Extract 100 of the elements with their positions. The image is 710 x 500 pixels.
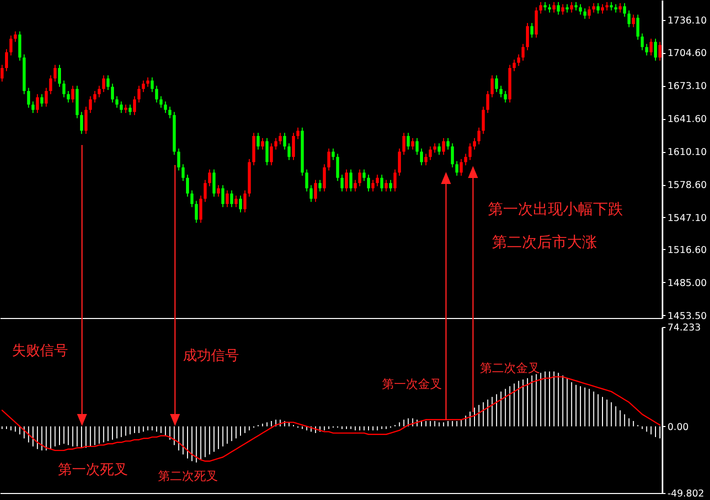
candlestick [526, 22, 529, 51]
candlestick [477, 127, 480, 145]
candlestick [499, 85, 502, 98]
candlestick [406, 132, 410, 150]
y-tick-label: -49.802 [668, 488, 704, 500]
candlestick [636, 14, 640, 40]
candlestick [265, 138, 268, 166]
candlestick [128, 104, 132, 116]
annotation: 第一次死叉 [58, 462, 128, 479]
candlestick [522, 43, 525, 62]
candlestick [556, 2, 560, 16]
candlestick [384, 179, 388, 192]
candlestick [110, 83, 114, 104]
candlestick [106, 74, 110, 90]
candlestick [270, 142, 273, 166]
candlestick [588, 6, 591, 20]
candlestick [517, 54, 520, 66]
candlestick [394, 168, 397, 192]
candlestick [314, 179, 318, 202]
y-tick-label: 1610.10 [668, 147, 707, 158]
candlestick [596, 2, 600, 14]
candlestick [296, 127, 300, 140]
candlestick [234, 195, 238, 208]
candlestick [283, 132, 286, 150]
candlestick [592, 2, 596, 14]
candlestick [216, 184, 220, 198]
y-tick-label: 0.00 [668, 422, 689, 433]
candlestick [58, 64, 61, 88]
y-tick-label: 1673.10 [668, 81, 707, 92]
candlestick [371, 179, 374, 192]
candlestick [340, 174, 344, 192]
candlestick [628, 10, 630, 28]
annotation: 第二次死叉 [158, 469, 218, 484]
candlestick [539, 2, 542, 14]
annotation: 第一次出现小幅下跌 [488, 200, 623, 218]
candlestick [464, 153, 468, 166]
candlestick [650, 38, 653, 56]
candlestick [578, 4, 582, 16]
candlestick [230, 190, 234, 208]
candlestick [9, 35, 12, 56]
candlestick [190, 190, 194, 208]
candlestick [623, 2, 626, 18]
candlestick [349, 168, 352, 192]
candlestick [433, 142, 436, 154]
candlestick [552, 2, 556, 14]
candlestick [84, 106, 88, 134]
candlestick [18, 30, 22, 62]
candlestick [288, 142, 291, 161]
y-tick-label: 74.233 [668, 322, 701, 334]
candlestick [332, 148, 335, 161]
candlestick [120, 100, 123, 114]
candlestick [495, 74, 498, 93]
candlestick [561, 4, 564, 16]
candlestick [490, 74, 494, 98]
candlestick [115, 96, 118, 108]
candlestick [155, 85, 158, 104]
candlestick [243, 190, 246, 213]
candlestick [226, 190, 229, 208]
candlestick [238, 195, 242, 213]
candlestick [468, 142, 472, 161]
candlestick [14, 30, 17, 42]
candlestick [93, 90, 96, 104]
candlestick [640, 32, 644, 51]
candlestick [438, 142, 441, 156]
candlestick [402, 132, 406, 156]
candlestick [654, 38, 657, 62]
candlestick [168, 106, 172, 119]
candlestick [583, 8, 586, 20]
candlestick [389, 179, 392, 192]
candlestick [322, 164, 326, 192]
candlestick [44, 87, 48, 108]
candlestick [530, 22, 534, 38]
candlestick [632, 14, 635, 28]
candlestick [199, 195, 202, 224]
y-tick-label: 1736.10 [668, 15, 707, 26]
candlestick [278, 132, 282, 145]
candlestick [658, 41, 662, 62]
candlestick [310, 184, 313, 202]
candlestick [398, 148, 401, 176]
candlestick [376, 174, 379, 187]
candlestick [133, 96, 136, 116]
candlestick [146, 76, 150, 88]
y-tick-label: 1704.60 [668, 48, 707, 60]
annotation: 成功信号 [183, 348, 239, 365]
candlestick [482, 106, 485, 134]
y-tick-label: 1547.10 [668, 212, 707, 224]
candlestick [428, 146, 432, 161]
candlestick [71, 85, 74, 104]
candlestick [36, 94, 39, 114]
candlestick [512, 59, 516, 72]
candlestick [504, 90, 507, 104]
candlestick [49, 74, 52, 95]
candlestick [367, 174, 370, 192]
candlestick [424, 153, 428, 166]
candlestick [570, 2, 574, 14]
candlestick [256, 132, 260, 150]
annotation: 第一次金叉 [382, 377, 442, 392]
candlestick [455, 160, 458, 176]
candlestick [177, 148, 180, 172]
candlestick [204, 179, 207, 202]
